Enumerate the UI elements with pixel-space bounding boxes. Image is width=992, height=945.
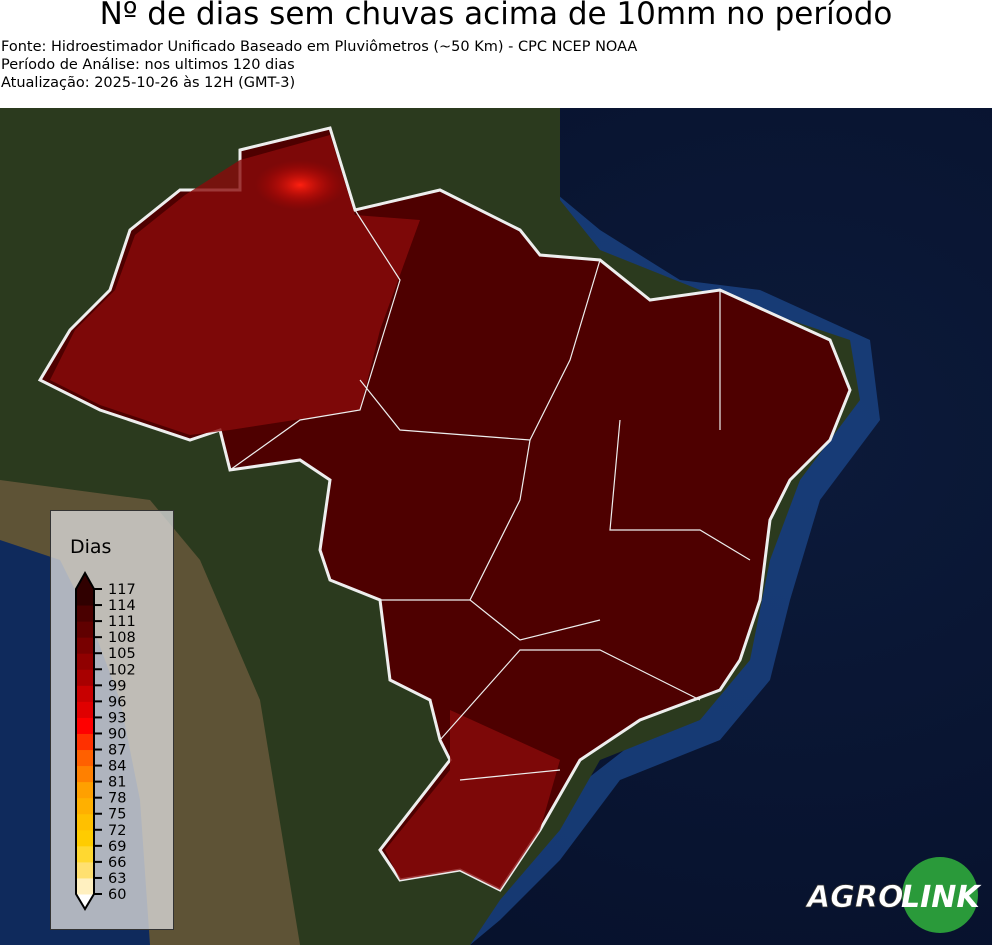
colorbar-tick-label: 93 <box>108 710 126 726</box>
colorbar-extend-high <box>76 573 94 589</box>
colorbar-tick-label: 60 <box>108 887 126 903</box>
colorbar-bin <box>76 766 94 783</box>
colorbar-tick-label: 81 <box>108 775 126 791</box>
updated-text: Atualização: 2025-10-26 às 12H (GMT-3) <box>1 75 295 91</box>
colorbar-bin <box>76 701 94 718</box>
colorbar-bin <box>76 717 94 734</box>
colorbar-tick-label: 66 <box>108 855 126 871</box>
colorbar-bin <box>76 782 94 799</box>
colorbar-extend-low <box>76 894 94 909</box>
colorbar-tick-label: 63 <box>108 871 126 887</box>
colorbar-tick-label: 75 <box>108 807 126 823</box>
colorbar-bin <box>76 669 94 686</box>
svg-text:AGRO: AGRO <box>805 880 903 915</box>
colorbar-tick-label: 105 <box>108 646 136 662</box>
colorbar-bin <box>76 830 94 847</box>
colorbar-bin <box>76 814 94 831</box>
period-text: Período de Análise: nos ultimos 120 dias <box>1 57 295 73</box>
svg-text:LINK: LINK <box>901 880 982 915</box>
colorbar-tick-label: 90 <box>108 726 126 742</box>
colorbar-tick-label: 87 <box>108 743 126 759</box>
colorbar-tick-label: 99 <box>108 678 126 694</box>
colorbar-bin <box>76 750 94 767</box>
colorbar-tick-label: 111 <box>108 614 136 630</box>
source-text: Fonte: Hidroestimador Unificado Baseado … <box>1 39 637 55</box>
hotspot-roraima <box>255 160 345 210</box>
colorbar-bin <box>76 733 94 750</box>
colorbar-tick-label: 72 <box>108 823 126 839</box>
colorbar-bin <box>76 621 94 638</box>
colorbar-tick-label: 78 <box>108 791 126 807</box>
legend-panel: Dias 11711411110810510299969390878481787… <box>50 510 174 930</box>
colorbar-bin <box>76 605 94 622</box>
colorbar: 1171141111081051029996939087848178757269… <box>51 511 175 931</box>
colorbar-bin <box>76 846 94 863</box>
colorbar-bin <box>76 878 94 895</box>
colorbar-tick-label: 102 <box>108 662 136 678</box>
colorbar-tick-label: 84 <box>108 759 126 775</box>
colorbar-bin <box>76 685 94 702</box>
colorbar-tick-label: 108 <box>108 630 136 646</box>
agrolink-logo: AGRO LINK <box>805 855 985 935</box>
colorbar-bin <box>76 637 94 654</box>
colorbar-bin <box>76 862 94 879</box>
colorbar-bin <box>76 589 94 606</box>
colorbar-tick-label: 96 <box>108 694 126 710</box>
colorbar-bin <box>76 653 94 670</box>
colorbar-tick-label: 69 <box>108 839 126 855</box>
colorbar-tick-label: 117 <box>108 582 136 598</box>
colorbar-tick-label: 114 <box>108 598 136 614</box>
map-title: Nº de dias sem chuvas acima de 10mm no p… <box>0 0 992 32</box>
colorbar-bin <box>76 798 94 815</box>
